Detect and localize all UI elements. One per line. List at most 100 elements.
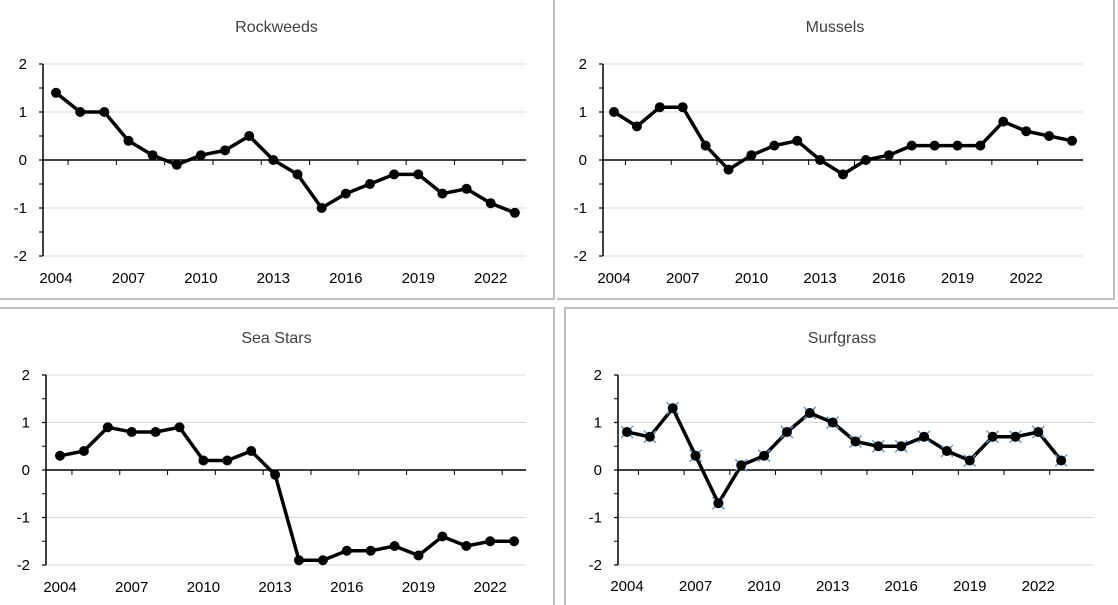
data-point: [952, 140, 963, 151]
x-tick-label: 2022: [1010, 270, 1043, 287]
data-point: [713, 498, 724, 509]
y-tick-label: 0: [579, 152, 587, 169]
x-tick-label: 2007: [112, 270, 145, 287]
data-point: [883, 150, 894, 161]
x-tick-label: 2019: [953, 578, 986, 595]
data-point: [171, 159, 182, 170]
y-tick-label: -2: [574, 248, 587, 265]
data-point: [340, 188, 351, 199]
data-point: [222, 455, 233, 466]
chart-title: Sea Stars: [241, 330, 311, 347]
data-point: [270, 469, 281, 480]
y-tick-label: -2: [14, 248, 27, 265]
data-point: [827, 417, 838, 428]
data-point: [746, 150, 757, 161]
x-tick-label: 2022: [1022, 578, 1055, 595]
data-point: [1021, 126, 1032, 137]
data-point: [461, 183, 472, 194]
data-point: [622, 427, 632, 437]
data-point: [1044, 131, 1055, 141]
data-point: [873, 441, 884, 452]
data-point: [147, 150, 158, 161]
data-point: [51, 87, 61, 98]
data-point: [509, 207, 520, 218]
data-point: [860, 155, 871, 165]
data-point: [364, 179, 375, 189]
x-tick-label: 2013: [803, 270, 836, 287]
x-tick-label: 2013: [258, 579, 291, 596]
data-point: [485, 198, 496, 209]
line-chart: Mussels -2 -1 0 1 2 2004 2007 2010 2013 2016 2019 20…: [574, 19, 1083, 287]
y-tick-label: -1: [574, 200, 587, 217]
data-point: [654, 102, 665, 113]
data-point: [294, 555, 304, 566]
y-tick-label: 2: [19, 56, 27, 73]
y-tick-label: 1: [594, 415, 602, 432]
x-tick-label: 2022: [474, 579, 507, 596]
data-point: [437, 531, 448, 542]
y-tick-label: 2: [579, 56, 587, 73]
data-point: [244, 131, 255, 141]
data-point: [781, 427, 792, 437]
data-point: [941, 446, 952, 456]
data-point: [631, 121, 642, 132]
x-tick-label: 2004: [597, 270, 630, 287]
x-tick-label: 2019: [402, 270, 435, 287]
chart-panel-sea-stars: Sea Stars -2 -1 0 1 2 2004 2007 2010 2013 2016 2019…: [0, 307, 555, 605]
x-tick-label: 2016: [329, 270, 362, 287]
data-point: [723, 164, 734, 175]
data-point: [292, 169, 303, 180]
chart-title: Mussels: [806, 19, 865, 36]
data-point: [919, 431, 930, 442]
data-point: [389, 169, 400, 180]
line-chart: Surfgrass -2 -1 0 1 2 2004 2007 2010 2013 2016 2019…: [589, 330, 1094, 595]
data-point: [268, 155, 279, 165]
data-point: [804, 408, 815, 418]
y-tick-label: 0: [594, 462, 602, 479]
y-tick-label: -1: [589, 510, 602, 527]
data-point: [667, 403, 678, 414]
data-point: [317, 555, 328, 566]
data-point: [220, 145, 231, 156]
data-point: [195, 150, 206, 161]
x-tick-label: 2016: [330, 579, 363, 596]
x-tick-label: 2010: [735, 270, 768, 287]
x-tick-label: 2004: [610, 578, 643, 595]
data-point: [1056, 455, 1067, 466]
data-point: [929, 140, 940, 151]
y-tick-label: 0: [19, 152, 27, 169]
chart-panel-mussels: Mussels -2 -1 0 1 2 2004 2007 2010 2013 2016 2019 20…: [557, 0, 1115, 300]
data-point: [316, 203, 327, 213]
data-point: [815, 155, 826, 165]
data-point: [123, 135, 134, 146]
data-point: [850, 436, 861, 447]
data-point: [461, 541, 472, 551]
data-point: [792, 135, 803, 146]
data-point: [1067, 135, 1077, 146]
chart-title: Rockweeds: [235, 19, 318, 36]
x-tick-label: 2007: [666, 270, 699, 287]
chart-panel-surfgrass: Surfgrass -2 -1 0 1 2 2004 2007 2010 2013 2016 2019…: [564, 307, 1118, 605]
x-tick-label: 2004: [43, 579, 76, 596]
data-point: [896, 441, 907, 452]
data-point: [987, 431, 998, 442]
data-point: [75, 107, 86, 117]
x-tick-label: 2013: [257, 270, 290, 287]
line-chart: Rockweeds -2 -1 0 1 2 2004 2007 2010 2013 2016 2019…: [14, 19, 526, 287]
x-tick-label: 2016: [872, 270, 905, 287]
x-tick-label: 2010: [184, 270, 217, 287]
data-point: [1033, 427, 1044, 437]
y-tick-label: 1: [19, 104, 27, 121]
y-tick-label: -1: [17, 510, 30, 527]
data-point: [609, 107, 619, 117]
data-point: [437, 188, 448, 199]
data-point: [998, 116, 1009, 127]
data-point: [389, 541, 400, 551]
data-point: [78, 446, 89, 456]
y-tick-label: 1: [22, 415, 30, 432]
data-point: [365, 545, 376, 556]
data-point: [509, 536, 520, 547]
data-point: [413, 169, 424, 180]
data-point: [975, 140, 986, 151]
data-point: [700, 140, 711, 151]
